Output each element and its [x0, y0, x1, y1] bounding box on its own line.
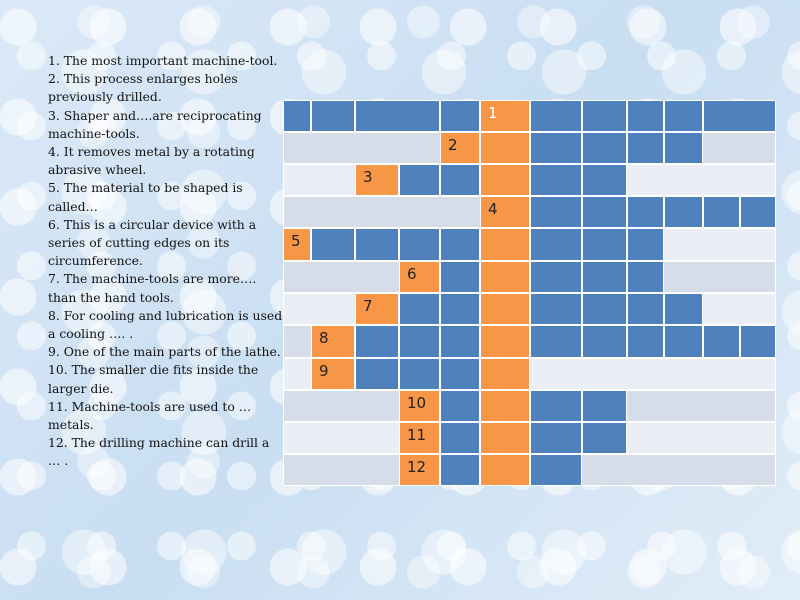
- answer-cell: [283, 100, 311, 132]
- answer-cell: [311, 228, 355, 261]
- answer-cell: [440, 422, 480, 454]
- keyword-cell: [480, 132, 530, 164]
- answer-cell: [582, 196, 627, 228]
- clue-9: 9. One of the main parts of the lathe.: [48, 344, 281, 360]
- clue-number-11: 11: [399, 422, 440, 454]
- answer-cell: [582, 293, 627, 325]
- answer-cell: [627, 261, 664, 293]
- clue-number-10: 10: [399, 390, 440, 422]
- answer-cell: [399, 164, 440, 196]
- answer-cell: [530, 454, 582, 486]
- answer-cell: [530, 261, 582, 293]
- answer-cell: [627, 228, 664, 261]
- answer-cell: [582, 228, 627, 261]
- answer-cell: [664, 100, 703, 132]
- clue-number-6: 6: [399, 261, 440, 293]
- answer-cell: [530, 132, 582, 164]
- answer-cell: [582, 164, 627, 196]
- clue-3: 3. Shaper and….are reciprocating machine…: [48, 107, 262, 141]
- answer-cell: [582, 390, 627, 422]
- answer-cell: [530, 164, 582, 196]
- answer-cell: [582, 261, 627, 293]
- answer-cell: [440, 261, 480, 293]
- answer-cell: [440, 358, 480, 390]
- clue-number-4: 4: [480, 196, 530, 228]
- keyword-cell: [480, 358, 530, 390]
- clue-number-9: 9: [311, 358, 355, 390]
- answer-cell: [530, 228, 582, 261]
- answer-cell: [355, 325, 399, 358]
- keyword-cell: [480, 293, 530, 325]
- answer-cell: [440, 228, 480, 261]
- answer-cell: [664, 293, 703, 325]
- answer-cell: [530, 422, 582, 454]
- answer-cell: [703, 100, 776, 132]
- keyword-cell: [480, 228, 530, 261]
- answer-cell: [399, 228, 440, 261]
- answer-cell: [440, 454, 480, 486]
- clue-number-8: 8: [311, 325, 355, 358]
- keyword-cell: [480, 454, 530, 486]
- answer-cell: [530, 100, 582, 132]
- answer-cell: [703, 196, 740, 228]
- clue-1: 1. The most important machine-tool.: [48, 53, 278, 68]
- clue-number-5: 5: [283, 228, 311, 261]
- answer-cell: [703, 325, 740, 358]
- answer-cell: [530, 293, 582, 325]
- answer-cell: [582, 422, 627, 454]
- clue-number-12: 12: [399, 454, 440, 486]
- answer-cell: [530, 390, 582, 422]
- answer-cell: [664, 325, 703, 358]
- answer-cell: [627, 132, 664, 164]
- answer-cell: [440, 325, 480, 358]
- clue-11: 11. Machine-tools are used to … metals.: [48, 398, 252, 433]
- answer-cell: [627, 293, 664, 325]
- answer-cell: [664, 132, 703, 164]
- keyword-cell: [480, 261, 530, 293]
- answer-cell: [311, 100, 355, 132]
- answer-cell: [664, 196, 703, 228]
- answer-cell: [627, 196, 664, 228]
- answer-cell: [355, 358, 399, 390]
- answer-cell: [627, 100, 664, 132]
- clue-number-3: 3: [355, 164, 399, 196]
- answer-cell: [582, 132, 627, 164]
- answer-cell: [399, 325, 440, 358]
- clue-number-7: 7: [355, 293, 399, 325]
- keyword-cell: [480, 390, 530, 422]
- answer-cell: [582, 325, 627, 358]
- answer-cell: [399, 358, 440, 390]
- answer-cell: [440, 100, 480, 132]
- keyword-cell: [480, 164, 530, 196]
- clue-4: 4. It removes metal by a rotating abrasi…: [48, 144, 255, 178]
- answer-cell: [740, 196, 776, 228]
- answer-cell: [440, 164, 480, 196]
- clue-number-1: 1: [480, 100, 530, 132]
- answer-cell: [530, 325, 582, 358]
- answer-cell: [355, 228, 399, 261]
- answer-cell: [440, 293, 480, 325]
- clue-number-2: 2: [440, 132, 480, 164]
- keyword-cell: [480, 422, 530, 454]
- clue-2: 2. This process enlarges holes previousl…: [48, 71, 238, 105]
- clue-6: 6. This is a circular device with a seri…: [48, 216, 257, 269]
- answer-cell: [530, 196, 582, 228]
- clue-8: 8. For cooling and lubrication is used a…: [48, 307, 283, 342]
- answer-cell: [355, 100, 440, 132]
- keyword-cell: [480, 325, 530, 358]
- answer-cell: [440, 390, 480, 422]
- clue-10: 10. The smaller die fits inside the larg…: [48, 362, 259, 396]
- clue-12: 12. The drilling machine can drill a … .: [48, 435, 270, 469]
- answer-cell: [399, 293, 440, 325]
- answer-cell: [627, 325, 664, 358]
- clues-list: 1. The most important machine-tool. 2. T…: [48, 52, 284, 471]
- answer-cell: [740, 325, 776, 358]
- answer-cell: [582, 100, 627, 132]
- clue-5: 5. The material to be shaped is called…: [48, 180, 243, 214]
- clue-7: 7. The machine-tools are more…. than the…: [48, 271, 257, 305]
